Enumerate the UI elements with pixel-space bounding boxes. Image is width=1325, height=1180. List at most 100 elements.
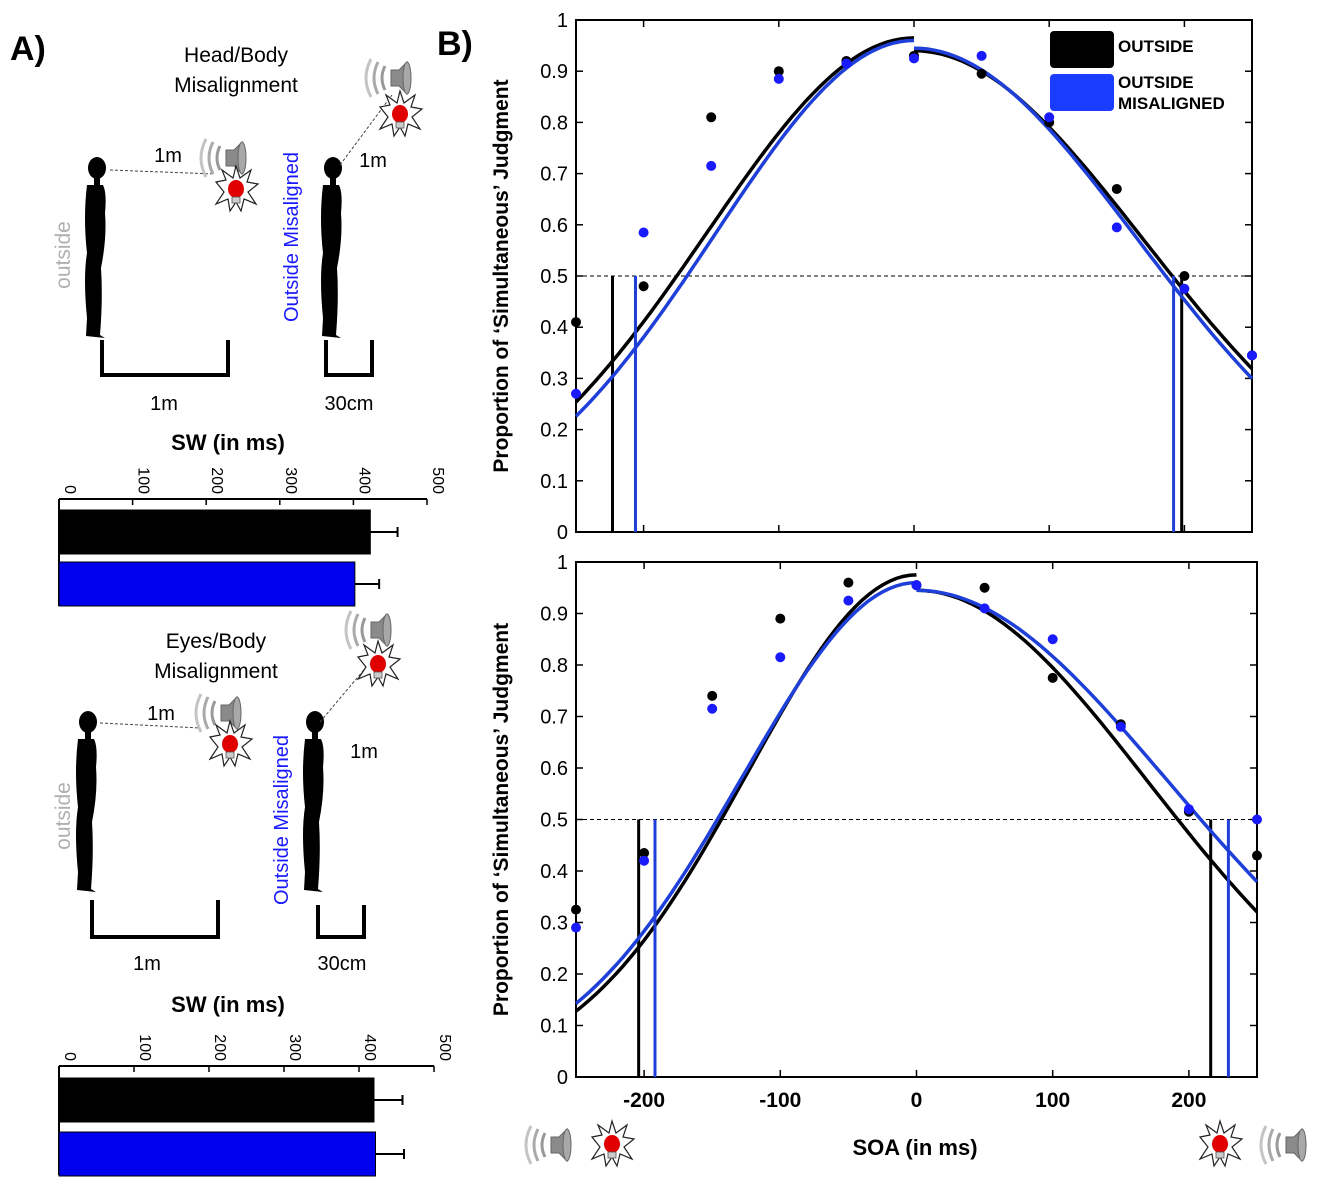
tick-label: 500: [429, 467, 446, 494]
fit-curve-left: [574, 580, 917, 1005]
sj-plot-head-body: 0 0.1 0.2 0.3 0.4 0.5 0.6 0.7 0.8 0.9 1 Proportion …: [490, 10, 1257, 544]
data-point: [706, 160, 717, 171]
diagram-title-line1: Head/Body: [184, 44, 288, 67]
tick-label: 300: [286, 1034, 303, 1061]
bar-chart-title: SW (in ms): [171, 430, 285, 455]
data-point: [775, 613, 786, 624]
y-tick-label: 0.2: [540, 420, 568, 442]
bar: [58, 1077, 375, 1123]
diagram-title-line1: Eyes/Body: [166, 630, 267, 653]
data-point: [843, 595, 854, 606]
diagram-title-line2: Misalignment: [174, 74, 298, 97]
bar-chart-title: SW (in ms): [171, 992, 285, 1017]
data-point: [1044, 112, 1055, 123]
fit-curve-right: [916, 588, 1259, 914]
y-tick-label: 0.4: [540, 861, 568, 883]
y-tick-label: 0.5: [540, 266, 568, 288]
data-point: [639, 847, 650, 858]
sw-bar-chart-2: SW (in ms) 0 100 200 300 400 500: [58, 992, 453, 1177]
data-point: [638, 281, 649, 292]
data-point: [979, 603, 990, 614]
data-point: [979, 582, 990, 593]
fit-curve-left: [574, 38, 915, 418]
speaker-icon: [344, 609, 393, 651]
tick-label: 400: [361, 1034, 378, 1061]
y-tick-label: 0.1: [540, 1016, 568, 1038]
silhouette-icon: [321, 157, 342, 338]
sw-bar-chart-1: SW (in ms) 0 100 200 300 400 500: [58, 430, 446, 607]
y-tick-label: 0: [557, 1067, 568, 1089]
legend-swatch-misaligned: [1050, 74, 1114, 111]
tick-label: 300: [282, 467, 299, 494]
tick-label: 200: [208, 467, 225, 494]
legend-label-outside: OUTSIDE: [1118, 37, 1194, 56]
speaker-icon: [1259, 1124, 1308, 1166]
x-axis-title: SOA (in ms): [852, 1135, 977, 1160]
data-point: [1252, 814, 1262, 825]
diagram-title-line2: Misalignment: [154, 660, 278, 683]
data-point: [571, 904, 581, 915]
x-tick-label: 200: [1171, 1089, 1206, 1112]
distance-label: 1m: [154, 145, 182, 167]
x-tick-label: 0: [911, 1089, 923, 1112]
data-point: [1179, 271, 1190, 281]
y-tick-label: 0.3: [540, 913, 568, 935]
data-point: [571, 922, 581, 933]
speaker-icon: [364, 57, 413, 99]
y-tick-label: 0.6: [540, 215, 568, 237]
data-point: [1047, 634, 1058, 645]
lightbulb-icon: [215, 165, 259, 212]
y-tick-label: 0.8: [540, 655, 568, 677]
outside-label: outside: [52, 782, 75, 850]
speaker-icon: [524, 1124, 573, 1166]
fit-curve-right: [916, 588, 1259, 883]
lightbulb-icon: [379, 90, 423, 137]
panel-label-a: A): [10, 30, 46, 68]
y-tick-label: 0.5: [540, 810, 568, 832]
lightbulb-icon: [209, 720, 253, 767]
data-point: [571, 388, 581, 399]
width-label: 30cm: [325, 393, 374, 415]
lightbulb-icon: [357, 640, 401, 687]
width-label: 1m: [133, 953, 161, 975]
y-axis-title: Proportion of ‘Simultaneous’ Judgment: [490, 623, 513, 1016]
silhouette-icon: [85, 157, 106, 338]
tick-label: 0: [61, 485, 78, 494]
y-tick-label: 0.4: [540, 317, 568, 339]
legend-label-misaligned-2: MISALIGNED: [1118, 94, 1225, 113]
x-tick-label: -200: [623, 1089, 665, 1112]
y-tick-label: 0.1: [540, 471, 568, 493]
data-point: [1111, 222, 1122, 233]
y-tick-label: 0.8: [540, 112, 568, 134]
distance-label: 1m: [359, 150, 387, 172]
data-point: [1179, 283, 1190, 294]
lightbulb-icon: [1199, 1120, 1243, 1167]
legend-label-misaligned: OUTSIDE: [1118, 73, 1194, 92]
lightbulb-icon: [591, 1120, 635, 1167]
tick-label: 500: [436, 1034, 453, 1061]
y-tick-label: 0.6: [540, 758, 568, 780]
outside-label: outside: [52, 221, 75, 289]
legend: OUTSIDE OUTSIDE MISALIGNED: [1050, 31, 1225, 113]
data-point: [1183, 804, 1194, 815]
data-point: [638, 227, 649, 238]
legend-swatch-outside: [1050, 31, 1114, 68]
data-point: [775, 652, 786, 663]
data-point: [706, 112, 717, 123]
y-tick-label: 1: [557, 552, 568, 574]
diagram-head-body: Head/Body Misalignment outside 1m 1m Out…: [52, 44, 423, 415]
y-tick-label: 0.9: [540, 61, 568, 83]
fit-curve-left: [574, 573, 917, 1013]
x-tick-label: 100: [1035, 1089, 1070, 1112]
data-point: [1252, 850, 1262, 861]
silhouette-icon: [303, 711, 324, 892]
sj-plot-eyes-body: 0 0.1 0.2 0.3 0.4 0.5 0.6 0.7 0.8 0.9 1 -200 -100 0 10…: [490, 552, 1262, 1112]
y-tick-label: 0: [557, 522, 568, 544]
data-point: [843, 577, 854, 588]
distance-label: 1m: [147, 703, 175, 725]
silhouette-icon: [76, 711, 97, 892]
data-point: [911, 580, 922, 591]
y-axis-title: Proportion of ‘Simultaneous’ Judgment: [490, 79, 513, 472]
data-point: [1247, 350, 1257, 361]
